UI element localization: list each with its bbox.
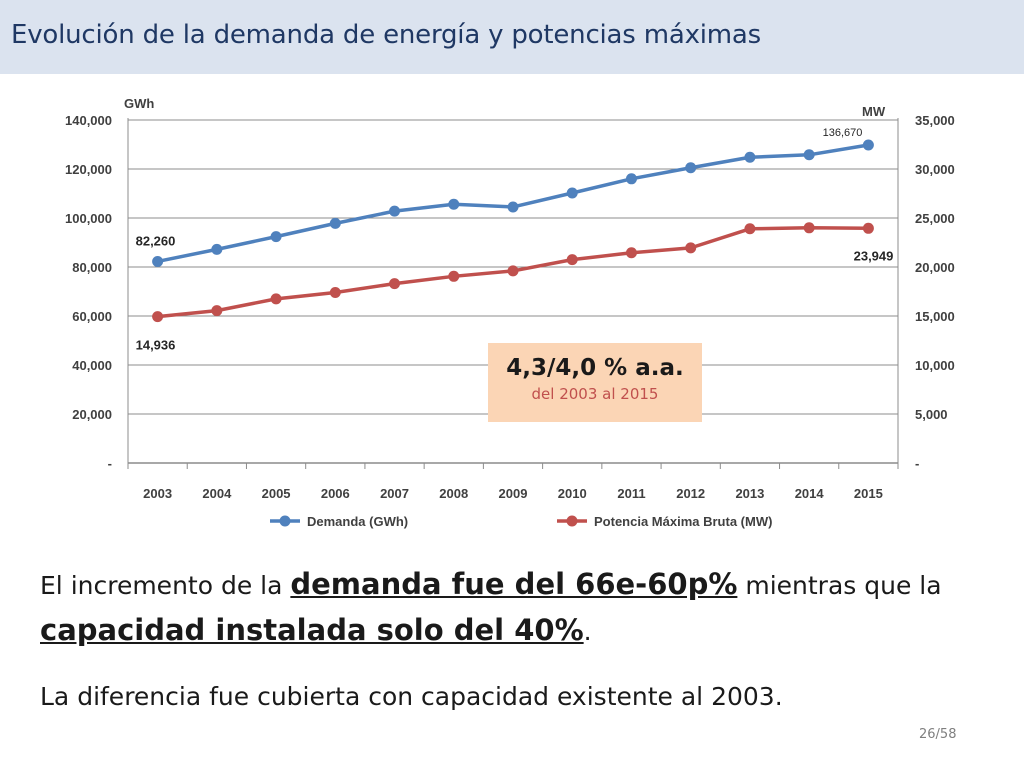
- left-axis-tick-label: 140,000: [65, 113, 112, 128]
- left-axis-tick-label: 100,000: [65, 211, 112, 226]
- x-axis-category-label: 2004: [202, 486, 232, 501]
- left-axis-tick-label: 20,000: [72, 407, 112, 422]
- x-axis-category-label: 2010: [558, 486, 587, 501]
- right-axis-tick-label: -: [915, 456, 919, 471]
- series-point: [389, 278, 401, 290]
- series-point: [862, 139, 874, 151]
- x-axis-category-label: 2009: [499, 486, 528, 501]
- paragraph-increase-part-a: El incremento de la: [40, 571, 291, 600]
- series-point: [744, 223, 756, 235]
- x-axis-category-label: 2008: [439, 486, 468, 501]
- demand-increase-emphasis: demanda fue del 66e-60p%: [290, 567, 738, 601]
- paragraph-increase-part-e: .: [583, 617, 592, 646]
- page-number: 26/58: [919, 727, 957, 742]
- series-point: [152, 255, 164, 267]
- dual-axis-line-chart: - - 20,000 5,000 40,000 10,000 60,000 15,000 80,…: [65, 96, 955, 529]
- x-axis-category-label: 2011: [617, 486, 645, 501]
- x-axis-category-label: 2006: [321, 486, 350, 501]
- series-point: [685, 242, 697, 254]
- series-point: [862, 222, 874, 234]
- series-point: [152, 311, 164, 323]
- growth-rate-callout: 4,3/4,0 % a.a. del 2003 al 2015: [488, 343, 702, 422]
- right-axis-tick-label: 35,000: [915, 113, 955, 128]
- x-axis-category-label: 2003: [143, 486, 172, 501]
- series-point: [685, 162, 697, 174]
- series-point: [329, 286, 341, 298]
- x-axis-category-label: 2012: [676, 486, 705, 501]
- slide-title: Evolución de la demanda de energía y pot…: [11, 20, 761, 50]
- series-point: [507, 265, 519, 277]
- series-point: [625, 173, 637, 185]
- growth-rate-value: 4,3/4,0 % a.a.: [506, 355, 684, 381]
- x-axis-category-label: 2015: [854, 486, 883, 501]
- x-axis-category-label: 2005: [262, 486, 291, 501]
- series-point: [389, 205, 401, 217]
- right-axis-tick-label: 25,000: [915, 211, 955, 226]
- legend-label: Potencia Máxima Bruta (MW): [594, 514, 772, 529]
- right-axis-tick-label: 30,000: [915, 162, 955, 177]
- right-axis-tick-label: 20,000: [915, 260, 955, 275]
- series-point: [507, 201, 519, 213]
- x-axis-category-label: 2014: [795, 486, 825, 501]
- series-point: [329, 217, 341, 229]
- series-point: [566, 187, 578, 199]
- series-point: [270, 293, 282, 305]
- series-point: [803, 222, 815, 234]
- series-point: [270, 231, 282, 243]
- left-axis-tick-label: 40,000: [72, 358, 112, 373]
- right-axis-unit-label: MW: [862, 104, 886, 119]
- left-axis-tick-label: 60,000: [72, 309, 112, 324]
- x-axis-category-label: 2013: [735, 486, 764, 501]
- title-bar: Evolución de la demanda de energía y pot…: [0, 0, 1024, 74]
- legend-swatch-marker: [279, 515, 291, 527]
- data-label: 14,936: [136, 338, 176, 353]
- series-point: [211, 243, 223, 255]
- capacity-increase-emphasis: capacidad instalada solo del 40%: [40, 613, 584, 647]
- series-point: [744, 151, 756, 163]
- right-axis-tick-label: 10,000: [915, 358, 955, 373]
- growth-rate-period: del 2003 al 2015: [531, 385, 659, 403]
- data-label: 82,260: [136, 233, 176, 248]
- series-point: [625, 247, 637, 259]
- left-axis-tick-label: -: [108, 456, 112, 471]
- series-point: [448, 270, 460, 282]
- data-label: 23,949: [854, 248, 894, 263]
- paragraph-difference: La diferencia fue cubierta con capacidad…: [40, 682, 783, 711]
- left-axis-tick-label: 120,000: [65, 162, 112, 177]
- series-point: [566, 254, 578, 266]
- paragraph-increase: El incremento de la demanda fue del 66e-…: [40, 562, 1000, 654]
- right-axis-tick-label: 15,000: [915, 309, 955, 324]
- legend-label: Demanda (GWh): [307, 514, 408, 529]
- paragraph-increase-part-c: mientras que la: [737, 571, 942, 600]
- right-axis-tick-label: 5,000: [915, 407, 948, 422]
- series-point: [448, 198, 460, 210]
- x-axis-category-label: 2007: [380, 486, 409, 501]
- series-point: [803, 149, 815, 161]
- legend-swatch-marker: [566, 515, 578, 527]
- left-axis-unit-label: GWh: [124, 96, 154, 111]
- left-axis-tick-label: 80,000: [72, 260, 112, 275]
- data-label: 136,670: [823, 127, 863, 139]
- series-point: [211, 305, 223, 317]
